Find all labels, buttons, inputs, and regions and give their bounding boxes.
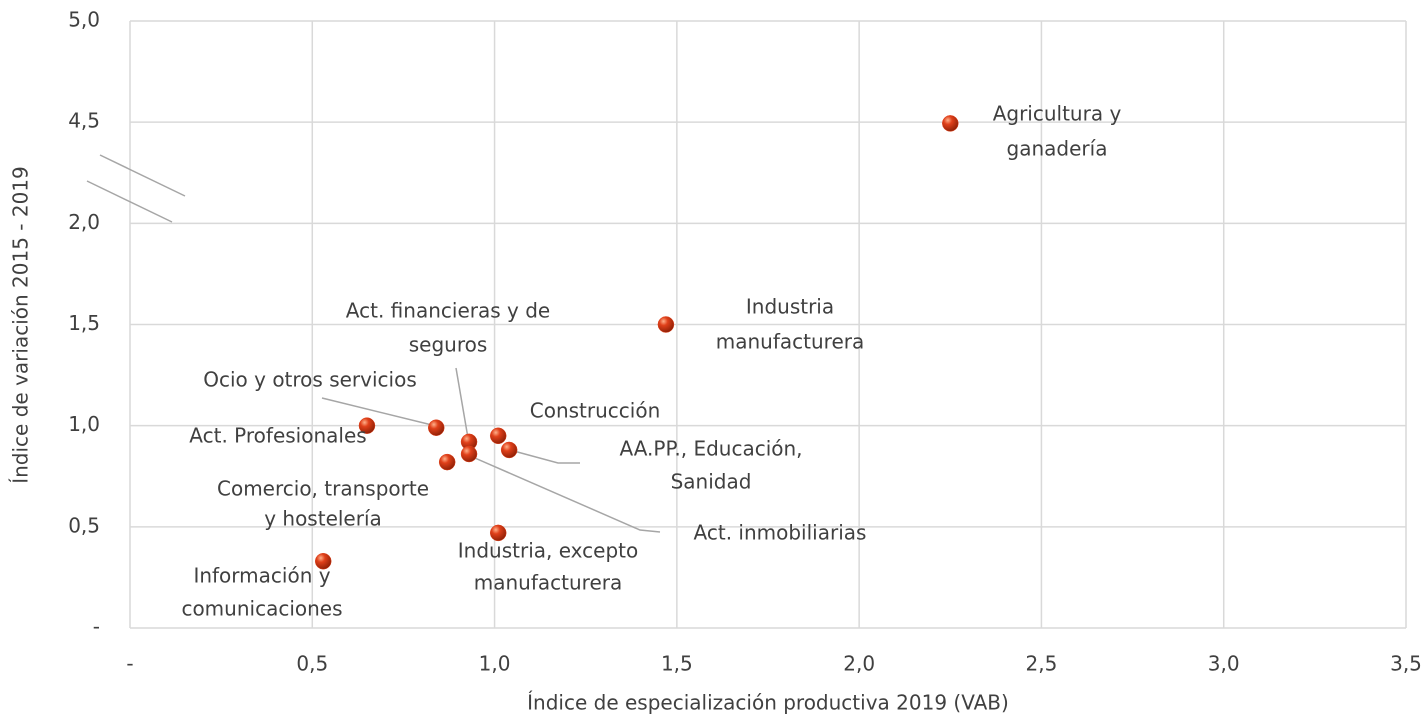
x-tick-label: - bbox=[126, 652, 133, 676]
break-mark bbox=[99, 154, 186, 197]
y-tick-label: 4,5 bbox=[68, 109, 100, 133]
point-label: comunicaciones bbox=[181, 597, 342, 621]
grid bbox=[129, 20, 1407, 629]
leader-line bbox=[321, 397, 433, 426]
point bbox=[358, 417, 376, 434]
y-tick-label: 0,5 bbox=[68, 513, 100, 537]
point-label: Industria bbox=[746, 295, 834, 319]
point-label: Comercio, transporte bbox=[217, 477, 429, 501]
leader-line bbox=[467, 454, 661, 533]
point-label: Construcción bbox=[530, 399, 661, 423]
y-tick-label: - bbox=[93, 615, 100, 639]
y-tick-label: 1,5 bbox=[68, 311, 100, 335]
point-label: y hostelería bbox=[264, 507, 382, 531]
axis-break bbox=[86, 154, 186, 223]
point bbox=[460, 445, 478, 463]
x-tick-label: 2,5 bbox=[1026, 652, 1058, 676]
point-label: Act. inmobiliarias bbox=[694, 521, 867, 545]
point bbox=[314, 552, 332, 570]
point-label: Información y bbox=[193, 564, 330, 588]
x-tick-label: 0,5 bbox=[296, 652, 328, 676]
leader-line bbox=[455, 367, 469, 439]
x-tick-label: 3,0 bbox=[1208, 652, 1240, 676]
point bbox=[427, 419, 445, 436]
point-label: Ocio y otros servicios bbox=[203, 368, 417, 392]
point-label: Industria, excepto bbox=[458, 539, 638, 563]
y-tick-label: 5,0 bbox=[68, 8, 100, 32]
y-tick-label: 1,0 bbox=[68, 412, 100, 436]
leaders bbox=[321, 367, 661, 533]
y-tick-label: 2,0 bbox=[68, 210, 100, 234]
x-tick-label: 3,5 bbox=[1390, 652, 1422, 676]
x-axis-title: Índice de especialización productiva 201… bbox=[527, 691, 1009, 715]
point-label: seguros bbox=[409, 333, 488, 357]
point bbox=[438, 453, 456, 471]
leader-line bbox=[509, 449, 580, 464]
point-label: Act. Profesionales bbox=[189, 424, 366, 448]
point bbox=[657, 316, 675, 333]
point bbox=[942, 115, 959, 132]
point-label: Act. financieras y de bbox=[346, 299, 550, 323]
point bbox=[489, 524, 507, 542]
point bbox=[489, 427, 507, 445]
y-axis-title: Índice de variación 2015 - 2019 bbox=[9, 166, 33, 484]
point-label: Agricultura y bbox=[993, 102, 1122, 126]
point-label: Sanidad bbox=[671, 470, 752, 494]
x-tick-label: 2,0 bbox=[843, 652, 875, 676]
point bbox=[500, 441, 518, 459]
x-tick-label: 1,5 bbox=[661, 652, 693, 676]
point-label: manufacturera bbox=[474, 571, 622, 595]
point-label: manufacturera bbox=[716, 330, 864, 354]
point-label: ganadería bbox=[1007, 137, 1108, 161]
break-mark bbox=[86, 180, 173, 223]
point-label: AA.PP., Educación, bbox=[619, 437, 802, 461]
x-tick-label: 1,0 bbox=[479, 652, 511, 676]
